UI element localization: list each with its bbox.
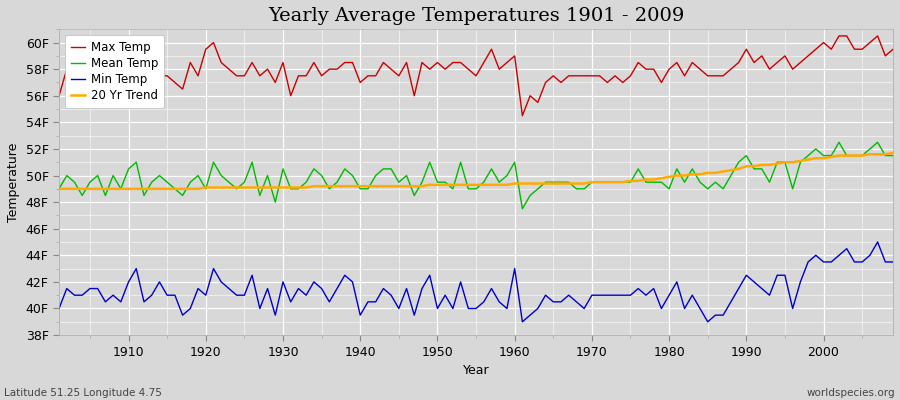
Min Temp <box>887 260 898 264</box>
Max Temp <box>833 34 844 38</box>
Line: Mean Temp: Mean Temp <box>59 142 893 209</box>
X-axis label: Year: Year <box>463 364 490 377</box>
Max Temp <box>887 47 898 52</box>
Mean Temp <box>833 140 844 145</box>
Line: 20 Yr Trend: 20 Yr Trend <box>59 153 893 189</box>
Line: Max Temp: Max Temp <box>59 36 893 116</box>
Max Temp <box>331 67 342 72</box>
Mean Temp <box>115 186 126 191</box>
20 Yr Trend <box>501 182 512 187</box>
Text: Latitude 51.25 Longitude 4.75: Latitude 51.25 Longitude 4.75 <box>4 388 162 398</box>
20 Yr Trend <box>887 150 898 155</box>
20 Yr Trend <box>509 181 520 186</box>
Max Temp <box>285 93 296 98</box>
Min Temp <box>331 286 342 291</box>
Max Temp <box>115 74 126 78</box>
Mean Temp <box>509 160 520 165</box>
Min Temp <box>872 240 883 244</box>
Max Temp <box>517 113 527 118</box>
Y-axis label: Temperature: Temperature <box>7 142 20 222</box>
Min Temp <box>609 293 620 298</box>
20 Yr Trend <box>285 185 296 190</box>
Title: Yearly Average Temperatures 1901 - 2009: Yearly Average Temperatures 1901 - 2009 <box>268 7 684 25</box>
Min Temp <box>501 306 512 311</box>
20 Yr Trend <box>54 186 65 191</box>
Max Temp <box>54 93 65 98</box>
Mean Temp <box>501 173 512 178</box>
20 Yr Trend <box>115 186 126 191</box>
Min Temp <box>509 266 520 271</box>
20 Yr Trend <box>602 180 613 184</box>
Text: worldspecies.org: worldspecies.org <box>807 388 896 398</box>
Max Temp <box>609 74 620 78</box>
Mean Temp <box>609 180 620 184</box>
20 Yr Trend <box>331 184 342 188</box>
Min Temp <box>54 306 65 311</box>
Mean Temp <box>887 153 898 158</box>
Mean Temp <box>285 186 296 191</box>
Max Temp <box>509 54 520 58</box>
Mean Temp <box>331 180 342 184</box>
Min Temp <box>285 300 296 304</box>
Legend: Max Temp, Mean Temp, Min Temp, 20 Yr Trend: Max Temp, Mean Temp, Min Temp, 20 Yr Tre… <box>65 35 164 108</box>
Line: Min Temp: Min Temp <box>59 242 893 322</box>
Mean Temp <box>517 206 527 211</box>
Min Temp <box>115 300 126 304</box>
Mean Temp <box>54 186 65 191</box>
Max Temp <box>501 60 512 65</box>
Min Temp <box>517 319 527 324</box>
